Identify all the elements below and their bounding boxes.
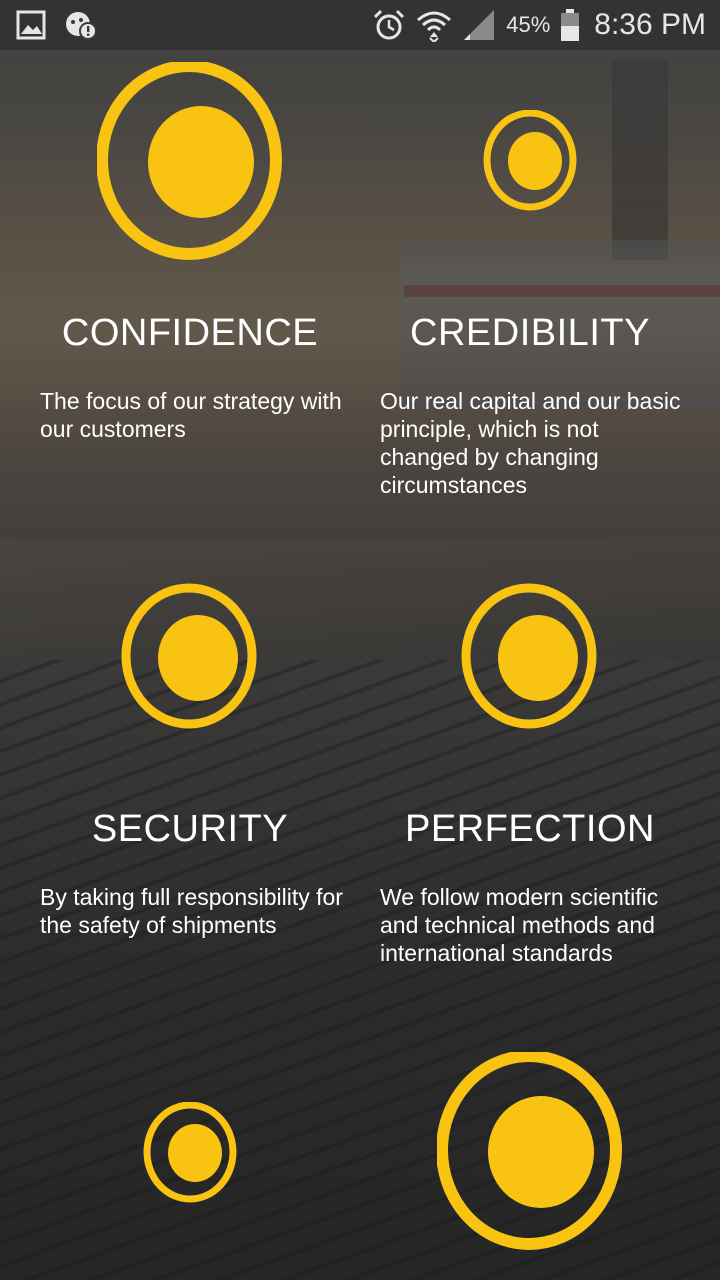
target-icon (437, 1052, 622, 1250)
values-grid: CONFIDENCE The focus of our strategy wit… (0, 50, 720, 1280)
target-icon (121, 583, 257, 729)
clock: 8:36 PM (594, 8, 706, 41)
gallery-icon (16, 10, 46, 40)
wifi-icon (416, 8, 452, 42)
value-description-confidence: The focus of our strategy with our custo… (40, 388, 342, 442)
signal-icon (462, 8, 496, 42)
background-hull (0, 660, 720, 1280)
value-description-credibility: Our real capital and our basic principle… (380, 388, 681, 498)
background-ship (400, 240, 720, 410)
status-bar: 45% 8:36 PM (0, 0, 720, 50)
value-description-security: By taking full responsibility for the sa… (40, 884, 343, 938)
battery-percent: 45% (506, 12, 551, 37)
value-description-perfection: We follow modern scientific and technica… (380, 884, 659, 966)
background-ship-mast (612, 60, 668, 260)
game-alert-icon (64, 10, 98, 40)
value-title-perfection: PERFECTION (405, 808, 655, 850)
target-icon (143, 1102, 237, 1203)
alarm-icon (372, 8, 406, 42)
value-title-security: SECURITY (91, 808, 289, 850)
battery-icon (560, 8, 580, 42)
background-ship-stripe (404, 285, 720, 297)
value-title-credibility: CREDIBILITY (410, 312, 650, 354)
target-icon (483, 110, 577, 211)
value-title-confidence: CONFIDENCE (61, 312, 319, 354)
target-icon (461, 583, 597, 729)
background-deck (0, 540, 720, 660)
target-icon (97, 62, 282, 260)
